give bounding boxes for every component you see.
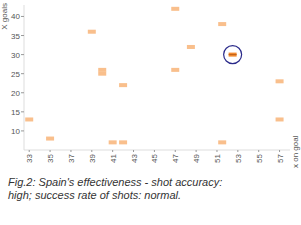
- x-tick-label: 51: [213, 153, 222, 162]
- caption: Fig.2: Spain's effectiveness - shot accu…: [8, 176, 223, 202]
- x-tick-label: 43: [130, 153, 139, 162]
- x-tick: [196, 150, 197, 152]
- highlight-stripe: [229, 54, 237, 55]
- x-tick-label: 39: [88, 153, 97, 162]
- y-tick: [21, 130, 24, 131]
- chart: 10 15 20 25 30 35 40 33 35 37 39 41 43 45 47 49 51 53 55 57…: [0, 0, 301, 225]
- highlight-ring: [224, 46, 242, 64]
- y-tick: [21, 16, 24, 17]
- point: [171, 7, 179, 11]
- x-tick-label: 47: [171, 153, 180, 162]
- plot-area: [25, 7, 283, 145]
- y-tick: [21, 111, 24, 112]
- x-tick-label: 57: [276, 153, 285, 162]
- point: [109, 140, 117, 144]
- y-axis-label: X goals: [0, 3, 9, 30]
- x-tick-label: 33: [25, 153, 34, 162]
- x-tick-label: 41: [109, 153, 118, 162]
- x-tick-label: 45: [150, 153, 159, 162]
- y-tick-label: 30: [11, 51, 20, 60]
- x-tick: [112, 150, 113, 152]
- point: [119, 83, 127, 87]
- x-tick-label: 49: [192, 153, 201, 162]
- y-tick: [21, 92, 24, 93]
- point: [276, 79, 284, 83]
- point: [218, 140, 226, 144]
- y-tick-label: 10: [11, 127, 20, 136]
- point: [98, 72, 106, 76]
- point: [171, 68, 179, 72]
- x-tick: [50, 150, 51, 152]
- y-tick-label: 35: [11, 32, 20, 41]
- y-tick: [21, 73, 24, 74]
- x-tick: [133, 150, 134, 152]
- y-tick-label: 25: [11, 70, 20, 79]
- x-axis-label: x on goal: [291, 135, 300, 168]
- y-axis-line: [24, 5, 25, 150]
- y-tick-label: 40: [11, 12, 20, 21]
- x-tick: [258, 150, 259, 152]
- x-tick-label: 53: [234, 153, 243, 162]
- x-tick: [237, 150, 238, 152]
- x-tick: [29, 150, 30, 152]
- x-axis-line: [24, 150, 290, 151]
- point: [88, 30, 96, 34]
- point: [218, 22, 226, 26]
- x-tick: [91, 150, 92, 152]
- x-tick-label: 55: [255, 153, 264, 162]
- x-tick: [175, 150, 176, 152]
- x-tick: [154, 150, 155, 152]
- y-tick: [21, 35, 24, 36]
- highlights: [224, 46, 242, 64]
- point: [119, 140, 127, 144]
- y-tick-label: 20: [11, 89, 20, 98]
- point: [229, 53, 237, 57]
- y-tick: [21, 54, 24, 55]
- x-tick: [279, 150, 280, 152]
- point: [98, 68, 106, 72]
- x-tick-label: 37: [67, 153, 76, 162]
- point: [276, 117, 284, 121]
- x-tick: [216, 150, 217, 152]
- point: [25, 117, 33, 121]
- point: [187, 45, 195, 49]
- point: [46, 137, 54, 141]
- x-tick-label: 35: [46, 153, 55, 162]
- x-tick: [70, 150, 71, 152]
- y-tick-label: 15: [11, 108, 20, 117]
